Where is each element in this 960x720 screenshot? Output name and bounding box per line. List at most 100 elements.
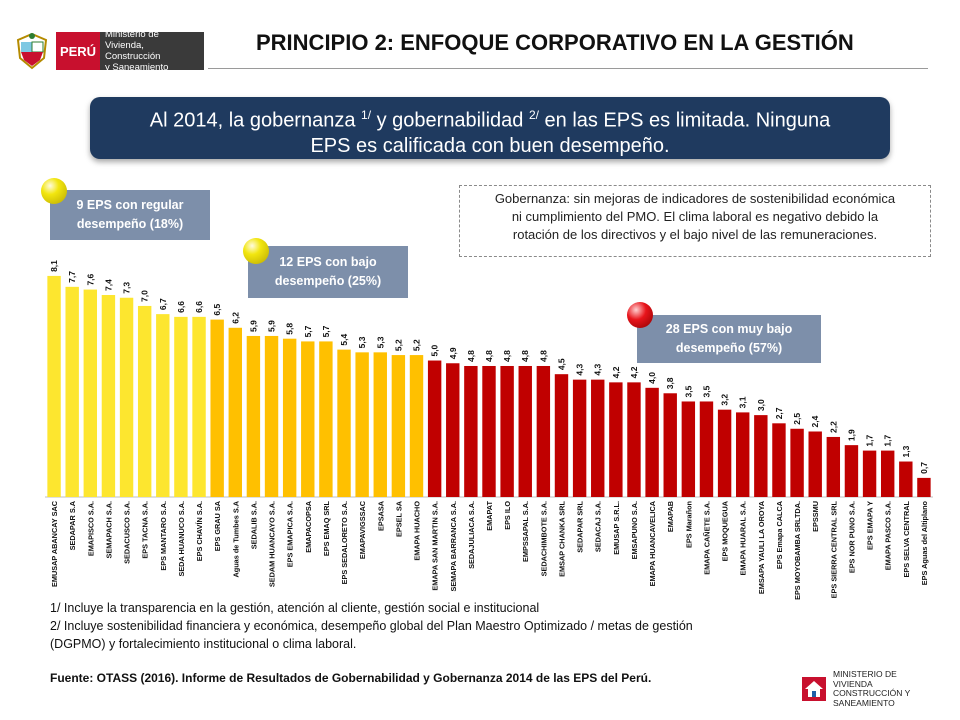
banner-text: y gobernabilidad <box>371 109 529 132</box>
bar <box>681 401 696 497</box>
category-text: desempeño (25%) <box>274 274 382 288</box>
category-tick-label: EMSAPUNO S.A. <box>630 501 639 559</box>
bar-value-label: 7,6 <box>85 273 95 285</box>
bar <box>246 335 261 497</box>
category-tick-label: SEDAPAR SRL <box>576 500 585 552</box>
bar <box>645 387 659 497</box>
bar <box>464 365 478 497</box>
category-tick-label: EPSASA <box>376 500 385 531</box>
bar-value-label: 1,7 <box>883 435 893 447</box>
category-tick-label: EPS Emapa CALCA <box>775 500 784 569</box>
bar <box>609 382 623 497</box>
bar <box>808 431 822 497</box>
category-tick-label: EPSSMU <box>811 501 820 532</box>
category-tick-label: SEMAPA BARRANCA S.A. <box>449 501 458 592</box>
note-line: Gobernanza: sin mejoras de indicadores d… <box>494 191 896 206</box>
bar-value-label: 7,0 <box>140 290 150 302</box>
category-tick-label: EMSAPA YAULI LA OROYA <box>757 500 766 594</box>
ministry-line: Vivienda, Construcción <box>105 40 161 62</box>
banner-line-1: Al 2014, la gobernanza 1/ y gobernabilid… <box>90 103 890 134</box>
ministry-name: Ministerio de Vivienda, Construcción y S… <box>100 29 204 73</box>
category-text: desempeño (57%) <box>675 341 783 355</box>
bar-value-label: 5,7 <box>303 325 313 337</box>
source-citation: Fuente: OTASS (2016). Informe de Resulta… <box>50 671 652 685</box>
bar-value-label: 7,4 <box>103 279 113 291</box>
footnote-1: 1/ Incluye la transparencia en la gestió… <box>50 601 540 615</box>
bar-value-label: 5,4 <box>339 334 349 346</box>
bar <box>337 349 351 497</box>
category-tick-label: EPS MOYOBAMBA SRLTDA. <box>793 501 802 600</box>
yellow-orb-icon <box>243 238 269 264</box>
page-title: PRINCIPIO 2: ENFOQUE CORPORATIVO EN LA G… <box>256 30 854 55</box>
category-text: 9 EPS con regular <box>76 198 184 212</box>
bar <box>482 365 496 497</box>
bar <box>736 412 750 497</box>
bar-value-label: 6,5 <box>212 304 222 316</box>
bar-value-label: 5,2 <box>393 339 403 351</box>
bar-value-label: 3,5 <box>683 385 693 397</box>
bar <box>427 360 442 497</box>
bar-value-label: 3,5 <box>701 385 711 397</box>
category-tick-label: SEDAPAR S.A <box>68 500 77 550</box>
category-tick-label: EPS Aguas del Altiplano <box>920 500 929 585</box>
category-tick-label: EPS SEDALORETO S.A. <box>340 501 349 584</box>
ministry-line: Ministerio de <box>105 29 159 40</box>
bar <box>536 365 551 497</box>
bar <box>174 316 188 497</box>
bar <box>717 409 732 497</box>
bar <box>591 379 605 497</box>
bar <box>917 477 931 497</box>
headline-banner: Al 2014, la gobernanza 1/ y gobernabilid… <box>90 97 890 159</box>
bar <box>862 450 877 497</box>
category-tick-label: EPS EMAQ SRL <box>322 500 331 556</box>
category-tick-label: EMAPA HUANCAVELICA <box>648 500 657 586</box>
note-line: rotación de los directivos y el bajo niv… <box>512 227 878 242</box>
bar-value-label: 5,8 <box>285 323 295 335</box>
category-tick-label: SEDACHIMBOTE S.A. <box>539 501 548 576</box>
bar <box>137 305 152 497</box>
category-tick-label: EPS NOR PUNO S.A. <box>847 501 856 573</box>
bar <box>790 428 804 497</box>
category-tick-label: EPS GRAU SA <box>213 500 222 551</box>
bar <box>880 450 895 497</box>
footnote-2-cont: (DGPMO) y fortalecimiento institucional … <box>50 637 357 651</box>
category-tick-label: EMUSAP S.R.L. <box>612 501 621 555</box>
bar-value-label: 5,9 <box>248 320 258 332</box>
category-text: 12 EPS con bajo <box>279 255 377 269</box>
ministry-logo: PERÚ Ministerio de Vivienda, Construcció… <box>12 29 204 73</box>
bar <box>301 341 315 497</box>
banner-text: en las EPS es limitada. Ninguna <box>538 109 831 132</box>
category-tick-label: EMAPAVIGSSAC <box>358 500 367 559</box>
bar <box>373 352 387 497</box>
peru-brand: PERÚ <box>56 32 100 70</box>
bar <box>627 382 641 497</box>
bar-value-label: 4,0 <box>647 372 657 384</box>
category-tick-label: SEDACAJ S.A. <box>594 501 603 552</box>
footer-logo-line: MINISTERIO DE <box>833 669 897 679</box>
bar <box>518 365 532 497</box>
bar-value-label: 5,2 <box>412 339 422 351</box>
note-line: ni cumplimiento del PMO. El clima labora… <box>511 209 879 224</box>
category-tick-label: EMAPACOPSA <box>304 500 313 552</box>
category-tick-label: EMAPA PASCO S.A. <box>884 501 893 570</box>
footnote-ref-1: 1/ <box>361 108 372 122</box>
red-orb-icon <box>627 302 653 328</box>
bar <box>844 445 859 497</box>
bar-value-label: 3,0 <box>756 399 766 411</box>
bar-value-label: 0,7 <box>919 462 929 474</box>
category-tick-label: EMAPAT <box>485 500 494 530</box>
bar <box>754 415 768 497</box>
bar-value-label: 2,2 <box>828 421 838 433</box>
category-tick-label: EPSEL SA <box>394 500 403 537</box>
category-text: desempeño (18%) <box>76 217 184 231</box>
category-label-regular: 9 EPS con regular desempeño (18%) <box>50 190 210 240</box>
bar-value-label: 4,8 <box>484 350 494 362</box>
footer-logo-line: SANEAMIENTO <box>833 697 895 708</box>
bar <box>83 289 98 497</box>
title-divider <box>208 68 928 69</box>
footer-ministry-logo: MINISTERIO DE VIVIENDA CONSTRUCCIÓN Y SA… <box>800 666 940 712</box>
bar <box>409 355 424 497</box>
bar-value-label: 7,7 <box>67 271 77 283</box>
governance-note: Gobernanza: sin mejoras de indicadores d… <box>459 185 931 257</box>
bar-value-label: 3,8 <box>665 377 675 389</box>
